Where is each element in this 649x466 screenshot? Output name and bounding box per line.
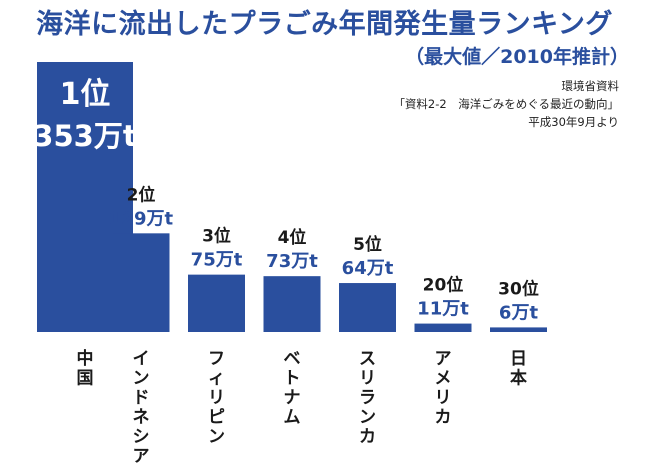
category-char: ン bbox=[359, 408, 376, 428]
category-char: ィ bbox=[208, 369, 225, 389]
rank-label-0: 1位 bbox=[60, 77, 111, 112]
value-label-0: 353万t bbox=[33, 119, 137, 153]
category-char: ム bbox=[284, 408, 301, 428]
category-char: 中 bbox=[77, 348, 94, 369]
category-char: 本 bbox=[510, 368, 527, 389]
value-label-2: 75万t bbox=[191, 250, 243, 271]
source-line-2: 「資料2-2 海洋ごみをめぐる最近の動向」 bbox=[393, 97, 619, 111]
bar-3 bbox=[263, 276, 321, 332]
source-note: 環境省資料 「資料2-2 海洋ごみをめぐる最近の動向」 平成30年9月より bbox=[319, 77, 619, 131]
category-char: ラ bbox=[359, 388, 376, 408]
category-char: ピ bbox=[208, 408, 225, 428]
category-char: イ bbox=[133, 349, 150, 369]
category-char: ナ bbox=[284, 388, 301, 408]
category-char: ド bbox=[133, 388, 150, 408]
category-label-5: アメリカ bbox=[435, 349, 452, 428]
category-char: ン bbox=[208, 427, 225, 447]
category-char: ン bbox=[133, 369, 150, 389]
category-label-6: 日本 bbox=[510, 349, 527, 389]
category-char: メ bbox=[435, 369, 452, 389]
category-label-3: ベトナム bbox=[284, 349, 301, 428]
bar-1 bbox=[112, 233, 170, 332]
category-char: リ bbox=[435, 388, 452, 408]
bar-6 bbox=[490, 327, 547, 332]
category-char: カ bbox=[435, 408, 452, 428]
category-char: ス bbox=[359, 349, 376, 369]
value-label-3: 73万t bbox=[266, 251, 318, 272]
chart-subtitle: （最大値／2010年推計） bbox=[405, 46, 629, 68]
bar-2 bbox=[188, 274, 245, 332]
rank-label-5: 20位 bbox=[423, 275, 464, 296]
category-label-0: 中国 bbox=[77, 348, 94, 389]
rank-label-4: 5位 bbox=[353, 234, 382, 255]
category-char: ア bbox=[435, 349, 452, 369]
rank-label-6: 30位 bbox=[498, 278, 539, 299]
category-char: ア bbox=[133, 447, 150, 466]
category-char: ト bbox=[284, 369, 301, 389]
chart-title: 海洋に流出したプラごみ年間発生量ランキング bbox=[36, 9, 613, 40]
category-char: フ bbox=[208, 349, 225, 369]
category-char: リ bbox=[359, 369, 376, 389]
category-char: 国 bbox=[77, 369, 94, 389]
category-label-1: インドネシア bbox=[133, 349, 150, 466]
category-char: ネ bbox=[133, 408, 150, 428]
bar-4 bbox=[339, 283, 396, 332]
rank-label-1: 2位 bbox=[127, 184, 156, 205]
value-label-1: 129万t bbox=[109, 208, 174, 229]
category-char: カ bbox=[359, 427, 376, 447]
category-label-4: スリランカ bbox=[359, 349, 376, 447]
value-label-5: 11万t bbox=[417, 299, 469, 320]
category-char: 日 bbox=[510, 349, 527, 369]
bar-5 bbox=[414, 323, 472, 332]
value-label-6: 6万t bbox=[499, 302, 539, 323]
rank-label-3: 4位 bbox=[278, 227, 307, 248]
source-line-1: 環境省資料 bbox=[561, 79, 620, 93]
category-label-2: フィリピン bbox=[208, 349, 225, 447]
rank-label-2: 3位 bbox=[202, 226, 231, 247]
category-char: ベ bbox=[284, 349, 301, 369]
source-line-3: 平成30年9月より bbox=[528, 115, 619, 129]
category-char: シ bbox=[133, 427, 150, 447]
category-char: リ bbox=[208, 388, 225, 408]
value-label-4: 64万t bbox=[342, 258, 394, 279]
